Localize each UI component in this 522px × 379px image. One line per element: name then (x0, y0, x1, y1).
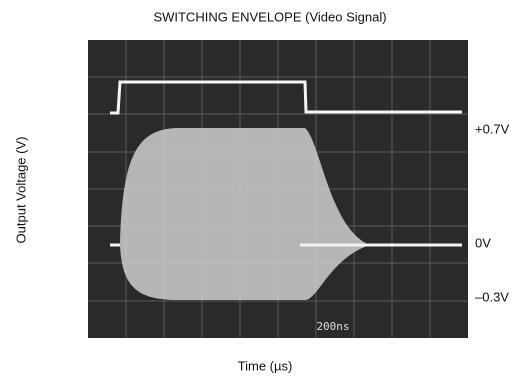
envelope (120, 128, 370, 300)
level-label: 0V (475, 235, 491, 250)
level-label: –0.3V (475, 289, 509, 304)
y-axis-label: Output Voltage (V) (13, 137, 28, 244)
level-label: +0.7V (475, 121, 510, 136)
scope-screen: 200ns (88, 40, 468, 338)
scope-readout: 200ns (316, 320, 349, 333)
title: SWITCHING ENVELOPE (Video Signal) (153, 9, 386, 24)
x-axis-label: Time (µs) (238, 358, 293, 373)
gate-pulse (110, 80, 462, 115)
